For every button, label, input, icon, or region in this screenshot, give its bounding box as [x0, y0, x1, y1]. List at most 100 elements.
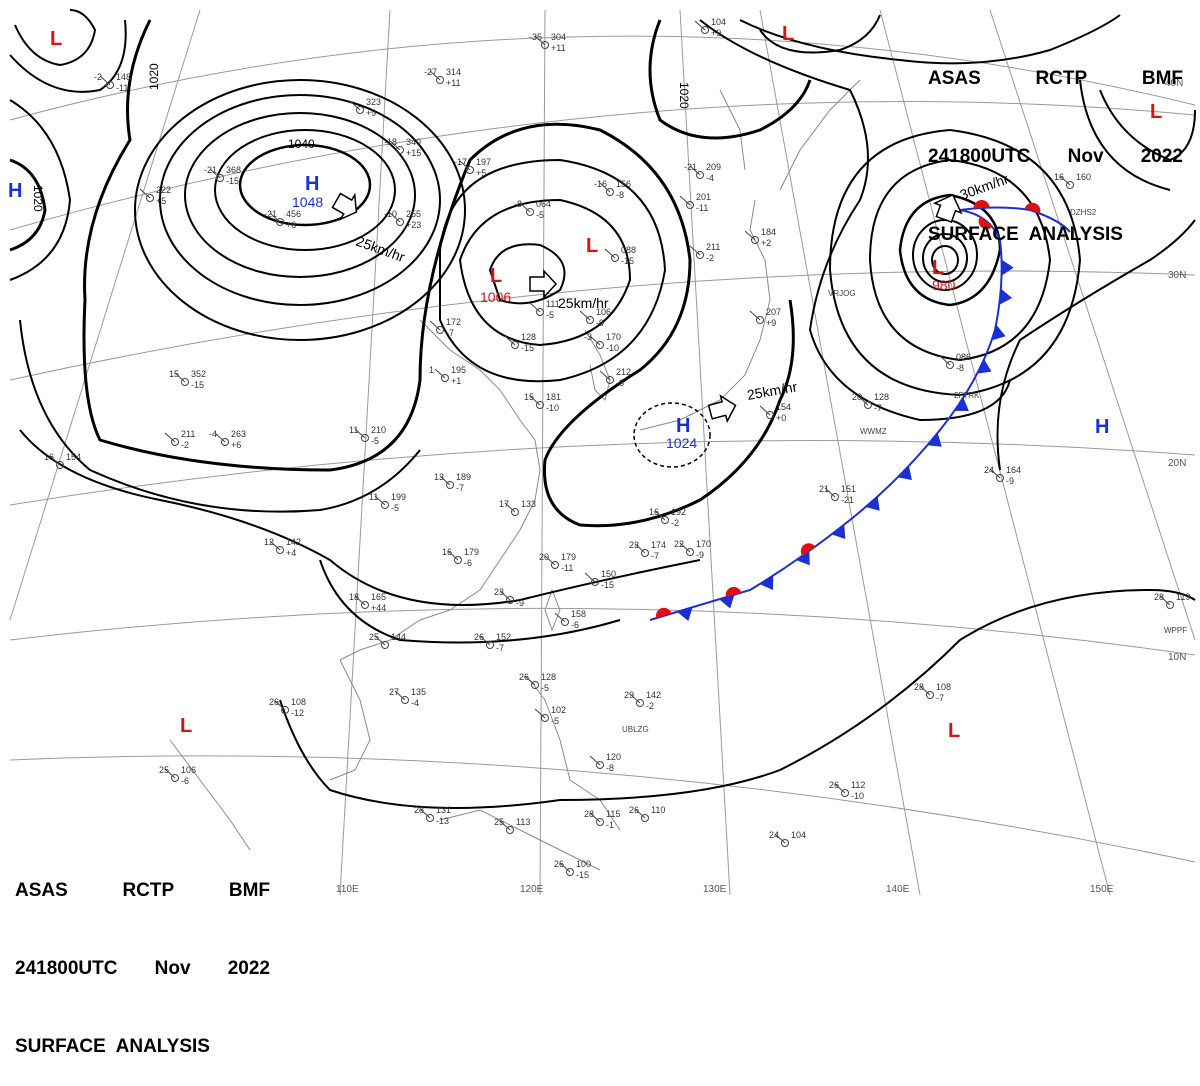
- wind-barb-icon: [634, 543, 646, 554]
- station-tendency: -7: [456, 483, 464, 493]
- station-circle-icon: [606, 188, 614, 196]
- station-plot: -8 064-5: [514, 199, 551, 220]
- isobar-label: 1040: [288, 137, 315, 151]
- isobar-east-2: [739, 14, 1121, 65]
- title-block-bottom: ASAS RCTP BMF 241800UTC Nov 2022 SURFACE…: [15, 826, 270, 1086]
- movement-arrow-icon: [932, 193, 963, 223]
- station-temperature: 15: [524, 392, 534, 402]
- low-center-icon: L: [490, 265, 502, 287]
- isobar-h1048-2: [214, 129, 396, 251]
- station-plot: 211-2: [689, 242, 720, 263]
- station-temperature: 16: [442, 547, 452, 557]
- wind-barb-icon: [599, 370, 611, 381]
- station-circle-icon: [396, 146, 404, 154]
- station-circle-icon: [686, 548, 694, 556]
- station-pressure: 151: [841, 484, 856, 494]
- station-circle-icon: [361, 434, 369, 442]
- title-line-1: ASAS RCTP BMF: [928, 66, 1183, 92]
- isobar-nw1: [14, 9, 97, 67]
- station-pressure: 152: [496, 632, 511, 642]
- station-pressure: 304: [551, 32, 566, 42]
- station-circle-icon: [701, 26, 709, 34]
- wind-barb-icon: [919, 685, 931, 696]
- station-tendency: +9: [366, 108, 376, 118]
- station-tendency: -5: [546, 310, 554, 320]
- low-center-icon: L: [932, 257, 944, 279]
- station-pressure: 106: [181, 765, 196, 775]
- station-circle-icon: [781, 839, 789, 847]
- station-pressure: 170: [606, 332, 621, 342]
- station-pressure: 199: [391, 492, 406, 502]
- station-plot: -4 263+6: [209, 429, 246, 450]
- station-pressure: 179: [464, 547, 479, 557]
- isobar-label-group: 1020 1020 1020 1040: [31, 63, 691, 212]
- station-pressure: 086: [956, 352, 971, 362]
- ship-id: UBLZG: [622, 725, 649, 734]
- station-temperature: 28: [1154, 592, 1164, 602]
- isobar-1020-north: [648, 19, 812, 140]
- station-circle-icon: [181, 378, 189, 386]
- graticule-labels: 40N 30N 20N 10N 110E 120E 130E 140E 150E: [336, 78, 1186, 895]
- wind-barb-icon: [599, 182, 611, 193]
- station-temperature: 26: [269, 697, 279, 707]
- station-tendency: -5: [541, 683, 549, 693]
- station-plot: 222+5: [139, 185, 171, 206]
- station-tendency: -6: [181, 776, 189, 786]
- station-plot: 158-6: [554, 609, 586, 630]
- station-plot: 086-8: [939, 352, 971, 373]
- station-temperature: 25: [159, 765, 169, 775]
- station-plot: 23 174-7: [629, 540, 666, 561]
- station-pressure: 184: [761, 227, 776, 237]
- station-tendency: +6: [231, 440, 241, 450]
- station-pressure: 211: [181, 429, 195, 439]
- cold-front-triangle-icon: [865, 496, 880, 511]
- station-circle-icon: [566, 868, 574, 876]
- station-plot: -21 209-4: [684, 162, 721, 183]
- lon-line-130e: [679, 9, 731, 896]
- station-plot: 15 181-10: [524, 392, 561, 413]
- station-temperature: 16: [44, 452, 54, 462]
- station-tendency: +9: [711, 28, 721, 38]
- station-plot: 211-2: [164, 429, 195, 450]
- front-line: [649, 206, 1071, 621]
- station-plot: 17 133: [499, 499, 536, 516]
- station-temperature: 11: [349, 425, 358, 435]
- station-tendency: -1: [606, 820, 614, 830]
- station-temperature: 26: [554, 859, 564, 869]
- station-tendency: -2: [181, 440, 189, 450]
- station-pressure: 135: [411, 687, 426, 697]
- valid-time: 241800UTC: [15, 958, 118, 979]
- station-tendency: -15: [191, 380, 204, 390]
- station-plot: 11 210-5: [349, 425, 386, 446]
- station-tendency: -8: [606, 763, 614, 773]
- lat-line-10n: [9, 607, 1196, 656]
- wind-barb-icon: [479, 635, 491, 646]
- isobar-typhoon-4: [931, 245, 959, 275]
- isobar-typhoon-5: [868, 158, 1052, 362]
- title-line-2: 241800UTC Nov 2022: [928, 144, 1183, 170]
- station-circle-icon: [506, 596, 514, 604]
- station-plot: 20 128-7: [852, 392, 889, 413]
- movement-arrow-icon: [707, 394, 737, 424]
- station-plot: 28 131-13: [414, 805, 451, 826]
- isobar-south: [319, 559, 621, 644]
- wind-barb-icon: [694, 20, 706, 31]
- station-plot: -3 170-10: [584, 332, 621, 353]
- station-plot: 18 165+44: [349, 592, 386, 613]
- station-circle-icon: [541, 41, 549, 49]
- station-temperature: 28: [414, 805, 424, 815]
- isobar-1020-west: [82, 19, 795, 528]
- station-circle-icon: [1066, 181, 1074, 189]
- wind-barb-icon: [389, 212, 401, 223]
- wind-barb-icon: [214, 432, 226, 443]
- lon-line-160e: [989, 9, 1196, 641]
- wind-barb-icon: [164, 432, 176, 443]
- wind-barb-icon: [164, 768, 176, 779]
- station-plot: 16 179-6: [442, 547, 479, 568]
- isobar-h1048-4: [159, 94, 441, 306]
- wind-barb-icon: [447, 550, 459, 561]
- wind-barb-icon: [504, 335, 516, 346]
- station-pressure: 104: [791, 830, 806, 840]
- low-center-icon: L: [782, 23, 794, 45]
- lon-label: 150E: [1090, 884, 1114, 895]
